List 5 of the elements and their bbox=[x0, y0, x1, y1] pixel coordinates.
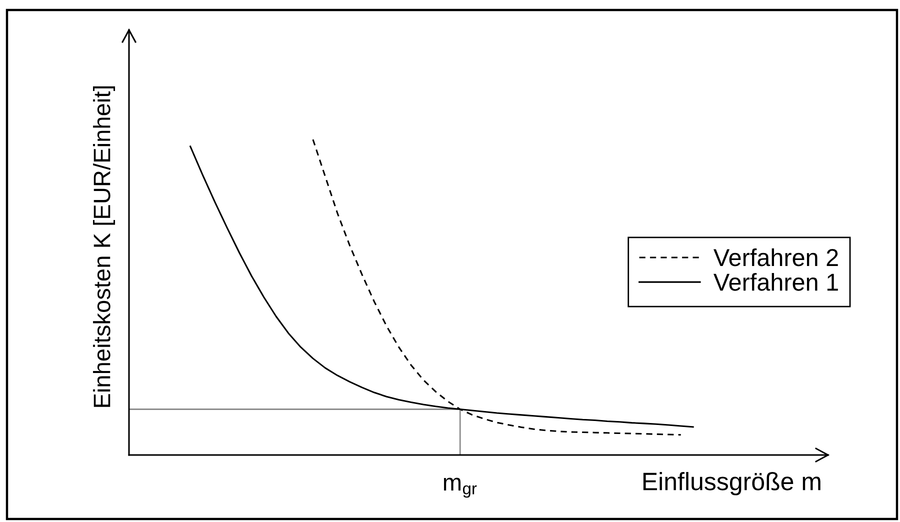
legend-label: Verfahren 2 bbox=[714, 248, 838, 266]
x-axis-title: Einflussgröße m bbox=[643, 472, 820, 496]
text: m$_{gr}$ bbox=[444, 478, 477, 498]
legend-label: Verfahren 1 bbox=[714, 272, 838, 291]
y-axis-title: Einheitskosten K [EUR/Einheit] bbox=[93, 86, 116, 407]
